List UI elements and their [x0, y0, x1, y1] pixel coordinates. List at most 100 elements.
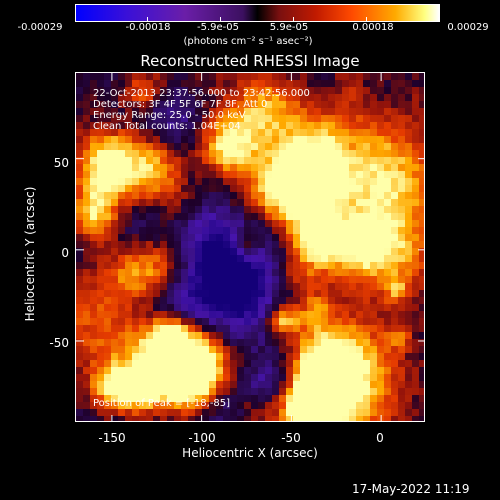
heatmap-cell	[83, 367, 91, 375]
heatmap-cell	[202, 409, 210, 417]
heatmap-cell	[335, 339, 343, 347]
heatmap-cell	[300, 178, 308, 186]
heatmap-cell	[265, 101, 273, 109]
heatmap-cell	[125, 122, 133, 130]
heatmap-cell	[286, 213, 294, 221]
heatmap-cell	[209, 234, 217, 242]
heatmap-cell	[202, 87, 210, 95]
heatmap-cell	[132, 248, 140, 256]
heatmap-cell	[363, 360, 371, 368]
heatmap-cell	[237, 311, 245, 319]
heatmap-cell	[237, 367, 245, 375]
heatmap-cell	[370, 227, 378, 235]
heatmap-cell	[412, 325, 420, 333]
rhessi-image-plot[interactable]	[75, 72, 425, 422]
heatmap-cell	[153, 311, 161, 319]
heatmap-cell	[412, 332, 420, 340]
heatmap-cell	[167, 409, 175, 417]
heatmap-cell	[237, 157, 245, 165]
heatmap-cell	[83, 395, 91, 403]
heatmap-cell	[412, 178, 420, 186]
heatmap-cell	[132, 276, 140, 284]
heatmap-cell	[146, 304, 154, 312]
heatmap-cell	[195, 325, 203, 333]
heatmap-cell	[146, 206, 154, 214]
heatmap-cell	[363, 346, 371, 354]
heatmap-cell	[328, 234, 336, 242]
heatmap-cell	[111, 87, 119, 95]
heatmap-cell	[97, 360, 105, 368]
heatmap-cell	[132, 129, 140, 137]
heatmap-cell	[188, 416, 196, 421]
heatmap-cell	[419, 262, 424, 270]
heatmap-cell	[83, 108, 91, 116]
heatmap-cell	[244, 115, 252, 123]
heatmap-cell	[286, 311, 294, 319]
heatmap-cell	[279, 311, 287, 319]
heatmap-cell	[377, 178, 385, 186]
heatmap-cell	[125, 290, 133, 298]
heatmap-cell	[363, 297, 371, 305]
heatmap-cell	[132, 346, 140, 354]
heatmap-cell	[412, 395, 420, 403]
heatmap-cell	[118, 332, 126, 340]
heatmap-cell	[76, 360, 84, 368]
heatmap-cell	[314, 339, 322, 347]
colorbar-tick-mark	[366, 17, 367, 21]
heatmap-cell	[391, 409, 399, 417]
heatmap-cell	[412, 388, 420, 396]
heatmap-cell	[160, 143, 168, 151]
heatmap-cell	[349, 276, 357, 284]
heatmap-cell	[132, 199, 140, 207]
heatmap-cell	[377, 311, 385, 319]
heatmap-cell	[314, 325, 322, 333]
heatmap-cell	[335, 129, 343, 137]
heatmap-cell	[251, 150, 259, 158]
heatmap-cell	[321, 297, 329, 305]
heatmap-cell	[370, 178, 378, 186]
heatmap-cell	[384, 206, 392, 214]
heatmap-cell	[209, 220, 217, 228]
heatmap-cell	[335, 248, 343, 256]
heatmap-cell	[174, 122, 182, 130]
heatmap-cell	[307, 402, 315, 410]
heatmap-cell	[258, 367, 266, 375]
heatmap-cell	[328, 157, 336, 165]
heatmap-cell	[335, 332, 343, 340]
heatmap-cell	[118, 255, 126, 263]
heatmap-cell	[223, 234, 231, 242]
heatmap-cell	[223, 269, 231, 277]
heatmap-cell	[167, 381, 175, 389]
heatmap-cell	[223, 178, 231, 186]
heatmap-cell	[321, 388, 329, 396]
heatmap-cell	[111, 80, 119, 88]
heatmap-cell	[146, 311, 154, 319]
heatmap-cell	[300, 241, 308, 249]
heatmap-cell	[321, 311, 329, 319]
heatmap-cell	[265, 234, 273, 242]
heatmap-cell	[363, 248, 371, 256]
heatmap-cell	[97, 304, 105, 312]
heatmap-cell	[83, 339, 91, 347]
heatmap-cell	[419, 381, 424, 389]
heatmap-cell	[328, 290, 336, 298]
heatmap-cell	[307, 325, 315, 333]
heatmap-cell	[188, 164, 196, 172]
heatmap-cell	[258, 94, 266, 102]
heatmap-cell	[237, 255, 245, 263]
heatmap-cell	[90, 290, 98, 298]
heatmap-cell	[160, 94, 168, 102]
heatmap-cell	[244, 381, 252, 389]
heatmap-cell	[223, 381, 231, 389]
heatmap-cell	[167, 129, 175, 137]
heatmap-cell	[391, 143, 399, 151]
heatmap-cell	[90, 87, 98, 95]
heatmap-cell	[328, 367, 336, 375]
heatmap-cell	[209, 255, 217, 263]
heatmap-cell	[342, 381, 350, 389]
heatmap-cell	[104, 353, 112, 361]
heatmap-cell	[125, 143, 133, 151]
x-tick-label: -150	[98, 431, 126, 445]
heatmap-cell	[104, 185, 112, 193]
heatmap-cell	[384, 129, 392, 137]
